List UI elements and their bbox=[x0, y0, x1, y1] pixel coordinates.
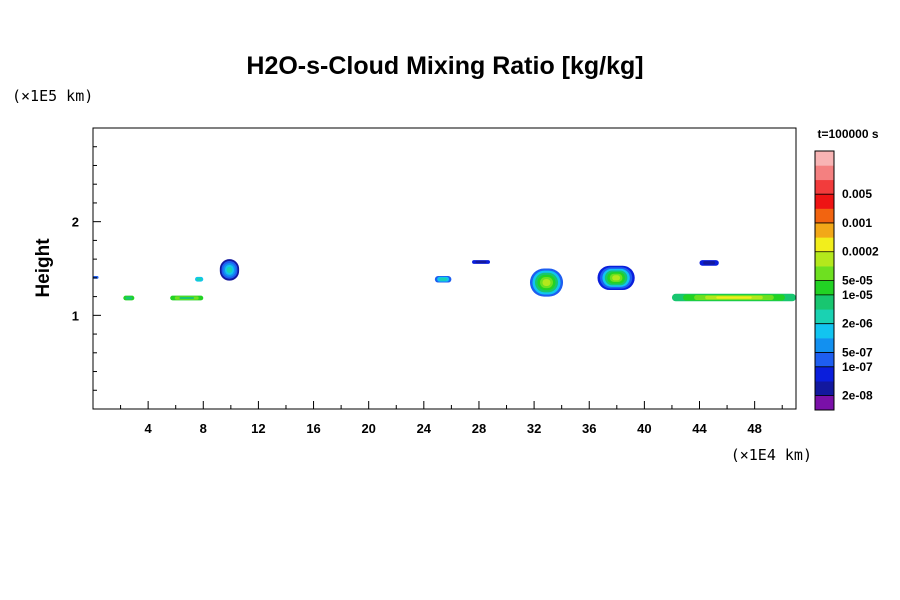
cloud-contour bbox=[179, 296, 195, 300]
cloud-region-band-east bbox=[671, 293, 796, 302]
colorbar-swatch bbox=[815, 366, 834, 382]
plot-frame bbox=[92, 127, 797, 410]
x-tick-label: 36 bbox=[582, 421, 596, 436]
x-tick-label: 32 bbox=[527, 421, 541, 436]
x-tick-label: 24 bbox=[417, 421, 432, 436]
colorbar-label: 5e-05 bbox=[842, 274, 873, 288]
y-tick-label: 2 bbox=[72, 215, 79, 230]
cloud-contour bbox=[703, 261, 716, 265]
y-unit-label: (×1E5 km) bbox=[12, 87, 93, 105]
colorbar-swatch bbox=[815, 266, 834, 281]
colorbar-swatch bbox=[815, 251, 834, 267]
cloud-region-cloud-2.5 bbox=[123, 295, 135, 301]
colorbar-label: 1e-07 bbox=[842, 360, 873, 374]
cloud-field bbox=[93, 259, 796, 302]
x-tick-label: 48 bbox=[747, 421, 761, 436]
colorbar-swatch bbox=[815, 194, 834, 209]
x-tick-label: 16 bbox=[306, 421, 320, 436]
colorbar-label: 5e-07 bbox=[842, 345, 873, 359]
colorbar-label: 2e-08 bbox=[842, 389, 873, 403]
colorbar-swatch bbox=[815, 338, 834, 353]
chart-title: H2O-s-Cloud Mixing Ratio [kg/kg] bbox=[246, 52, 643, 80]
colorbar-label: 0.001 bbox=[842, 216, 872, 230]
colorbar-swatch bbox=[815, 222, 834, 238]
x-tick-label: 44 bbox=[692, 421, 707, 436]
x-tick-label: 28 bbox=[472, 421, 486, 436]
colorbar-label: 0.005 bbox=[842, 187, 872, 201]
x-tick-label: 4 bbox=[145, 421, 153, 436]
colorbar-label: 1e-05 bbox=[842, 288, 873, 302]
cloud-region-cluster-33 bbox=[529, 268, 564, 297]
cloud-region-cloud-28 bbox=[472, 260, 490, 264]
cloud-region-cloud-7.8 bbox=[195, 276, 204, 282]
colorbar-swatch bbox=[815, 151, 834, 166]
y-axis-label: Height bbox=[33, 238, 54, 298]
colorbar-swatch bbox=[815, 352, 834, 368]
cloud-contour bbox=[439, 277, 447, 281]
cloud-contour bbox=[226, 266, 233, 273]
colorbar-swatch bbox=[815, 208, 834, 224]
colorbar-swatch bbox=[815, 294, 834, 310]
time-label: t=100000 s bbox=[817, 127, 878, 141]
x-tick-label: 8 bbox=[200, 421, 207, 436]
cloud-region-plume-10 bbox=[219, 259, 240, 281]
cloud-contour bbox=[196, 277, 202, 281]
x-unit-label: (×1E4 km) bbox=[731, 446, 812, 464]
cloud-contour bbox=[542, 279, 551, 286]
x-tick-label: 40 bbox=[637, 421, 651, 436]
cloud-region-cloud-44.5 bbox=[699, 260, 719, 266]
cloud-contour bbox=[475, 260, 487, 264]
colorbar-swatch bbox=[815, 165, 834, 181]
cloud-contour bbox=[612, 275, 621, 281]
colorbar-swatch bbox=[815, 395, 834, 411]
colorbar-swatch bbox=[815, 280, 834, 296]
colorbar-swatch bbox=[815, 323, 834, 339]
x-tick-label: 12 bbox=[251, 421, 265, 436]
colorbar-swatch bbox=[815, 309, 834, 324]
cloud-region-cloud-5.5 bbox=[170, 295, 204, 301]
colorbar-swatch bbox=[815, 381, 834, 396]
colorbar-label: 2e-06 bbox=[842, 317, 873, 331]
cloud-contour bbox=[125, 296, 133, 300]
colorbar-swatch bbox=[815, 179, 834, 195]
cloud-region-cloud-25.5 bbox=[434, 275, 452, 283]
colorbar-label: 0.0002 bbox=[842, 245, 879, 259]
colorbar-swatch bbox=[815, 237, 834, 253]
cloud-contour bbox=[716, 296, 752, 299]
cloud-region-cluster-38 bbox=[597, 265, 635, 291]
y-tick-label: 1 bbox=[72, 308, 79, 323]
x-tick-label: 20 bbox=[361, 421, 375, 436]
